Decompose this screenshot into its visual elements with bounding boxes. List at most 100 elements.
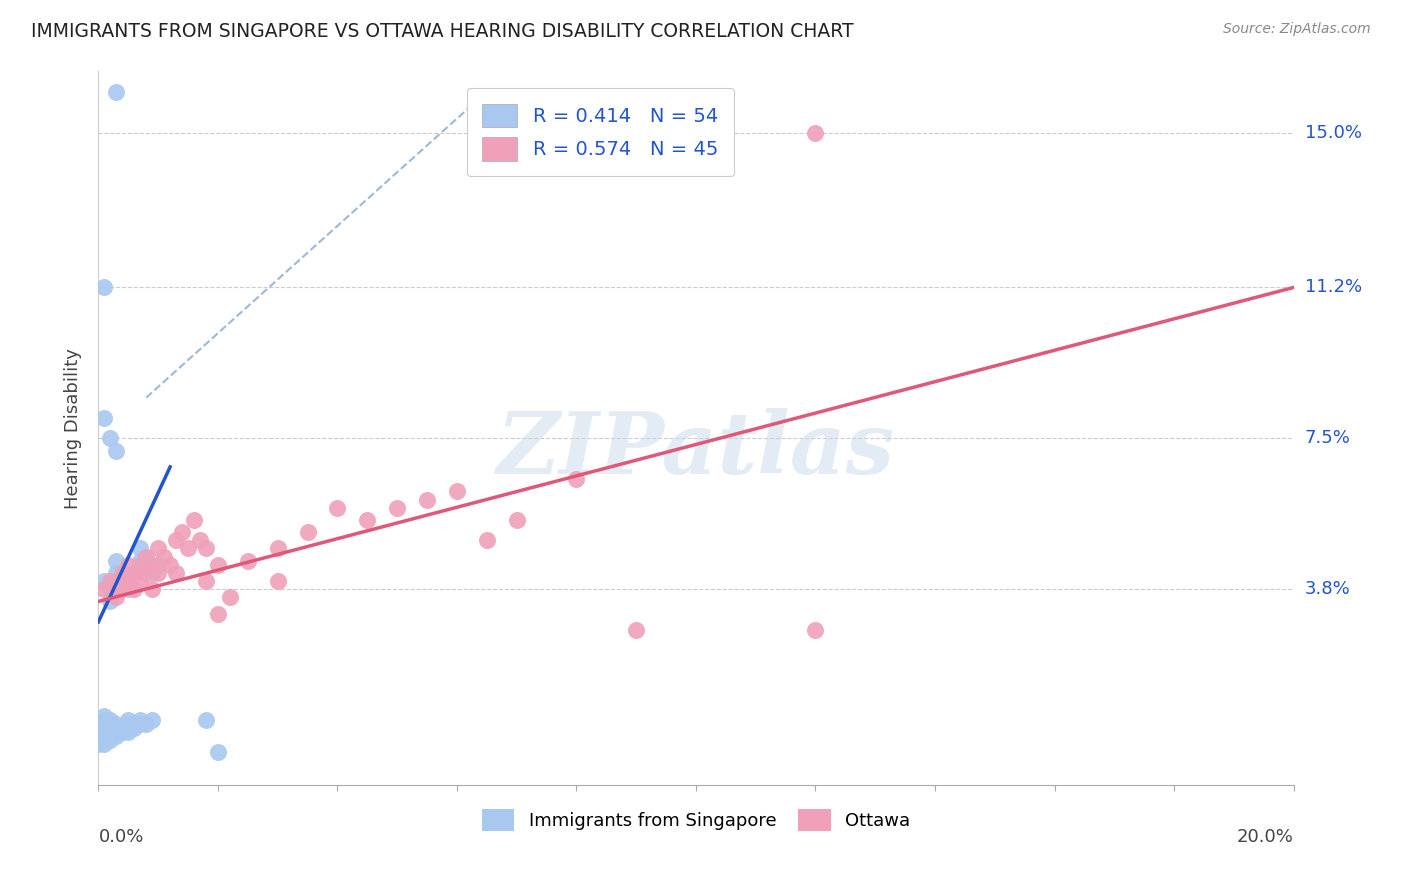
Text: ZIPatlas: ZIPatlas	[496, 408, 896, 491]
Point	[385, 500, 409, 515]
Point	[416, 492, 439, 507]
Point	[124, 721, 146, 735]
Point	[105, 85, 128, 99]
Point	[93, 716, 115, 731]
Text: Source: ZipAtlas.com: Source: ZipAtlas.com	[1223, 22, 1371, 37]
Point	[165, 533, 187, 548]
Point	[98, 594, 122, 608]
Point	[207, 607, 229, 621]
Point	[111, 725, 134, 739]
Point	[98, 733, 122, 747]
Point	[135, 566, 157, 580]
Point	[148, 558, 170, 572]
Text: 15.0%: 15.0%	[1305, 123, 1361, 142]
Text: 11.2%: 11.2%	[1305, 278, 1362, 296]
Point	[93, 733, 115, 747]
Point	[105, 721, 128, 735]
Point	[105, 716, 128, 731]
Point	[98, 574, 122, 588]
Point	[93, 280, 115, 294]
Point	[117, 725, 139, 739]
Point	[105, 566, 128, 580]
Point	[626, 623, 648, 637]
Point	[129, 716, 152, 731]
Point	[195, 574, 218, 588]
Point	[87, 725, 110, 739]
Point	[117, 713, 139, 727]
Point	[93, 725, 115, 739]
Point	[117, 558, 139, 572]
Point	[356, 513, 378, 527]
Point	[87, 729, 110, 743]
Point	[117, 582, 139, 597]
Point	[207, 558, 229, 572]
Y-axis label: Hearing Disability: Hearing Disability	[63, 348, 82, 508]
Point	[446, 484, 468, 499]
Point	[141, 558, 163, 572]
Point	[124, 582, 146, 597]
Point	[141, 582, 163, 597]
Point	[135, 549, 157, 564]
Point	[207, 745, 229, 759]
Point	[153, 549, 176, 564]
Point	[111, 582, 134, 597]
Point	[124, 566, 146, 580]
Point	[129, 554, 152, 568]
Point	[195, 541, 218, 556]
Point	[117, 716, 139, 731]
Point	[93, 737, 115, 751]
Point	[105, 591, 128, 605]
Text: 0.0%: 0.0%	[98, 828, 143, 846]
Point	[87, 733, 110, 747]
Point	[141, 566, 163, 580]
Point	[219, 591, 242, 605]
Point	[804, 126, 827, 140]
Point	[183, 513, 205, 527]
Point	[159, 558, 181, 572]
Point	[195, 713, 218, 727]
Point	[124, 716, 146, 731]
Point	[98, 729, 122, 743]
Point	[135, 549, 157, 564]
Point	[165, 566, 187, 580]
Point	[148, 541, 170, 556]
Point	[98, 716, 122, 731]
Point	[117, 721, 139, 735]
Point	[129, 541, 152, 556]
Point	[141, 713, 163, 727]
Point	[172, 525, 194, 540]
Point	[148, 566, 170, 580]
Text: 3.8%: 3.8%	[1305, 580, 1350, 599]
Point	[105, 443, 128, 458]
Text: 20.0%: 20.0%	[1237, 828, 1294, 846]
Point	[111, 566, 134, 580]
Point	[93, 729, 115, 743]
Point	[236, 554, 259, 568]
Point	[98, 725, 122, 739]
Point	[93, 411, 115, 425]
Point	[177, 541, 200, 556]
Point	[93, 708, 115, 723]
Point	[267, 574, 290, 588]
Point	[135, 716, 157, 731]
Point	[297, 525, 319, 540]
Point	[475, 533, 498, 548]
Point	[129, 574, 152, 588]
Point	[98, 721, 122, 735]
Point	[93, 582, 115, 597]
Point	[87, 737, 110, 751]
Point	[129, 558, 152, 572]
Point	[111, 574, 134, 588]
Point	[93, 574, 115, 588]
Point	[117, 574, 139, 588]
Point	[93, 713, 115, 727]
Point	[188, 533, 211, 548]
Text: 7.5%: 7.5%	[1305, 429, 1351, 448]
Point	[98, 431, 122, 445]
Point	[267, 541, 290, 556]
Point	[111, 721, 134, 735]
Point	[93, 721, 115, 735]
Point	[506, 513, 529, 527]
Point	[105, 725, 128, 739]
Point	[804, 623, 827, 637]
